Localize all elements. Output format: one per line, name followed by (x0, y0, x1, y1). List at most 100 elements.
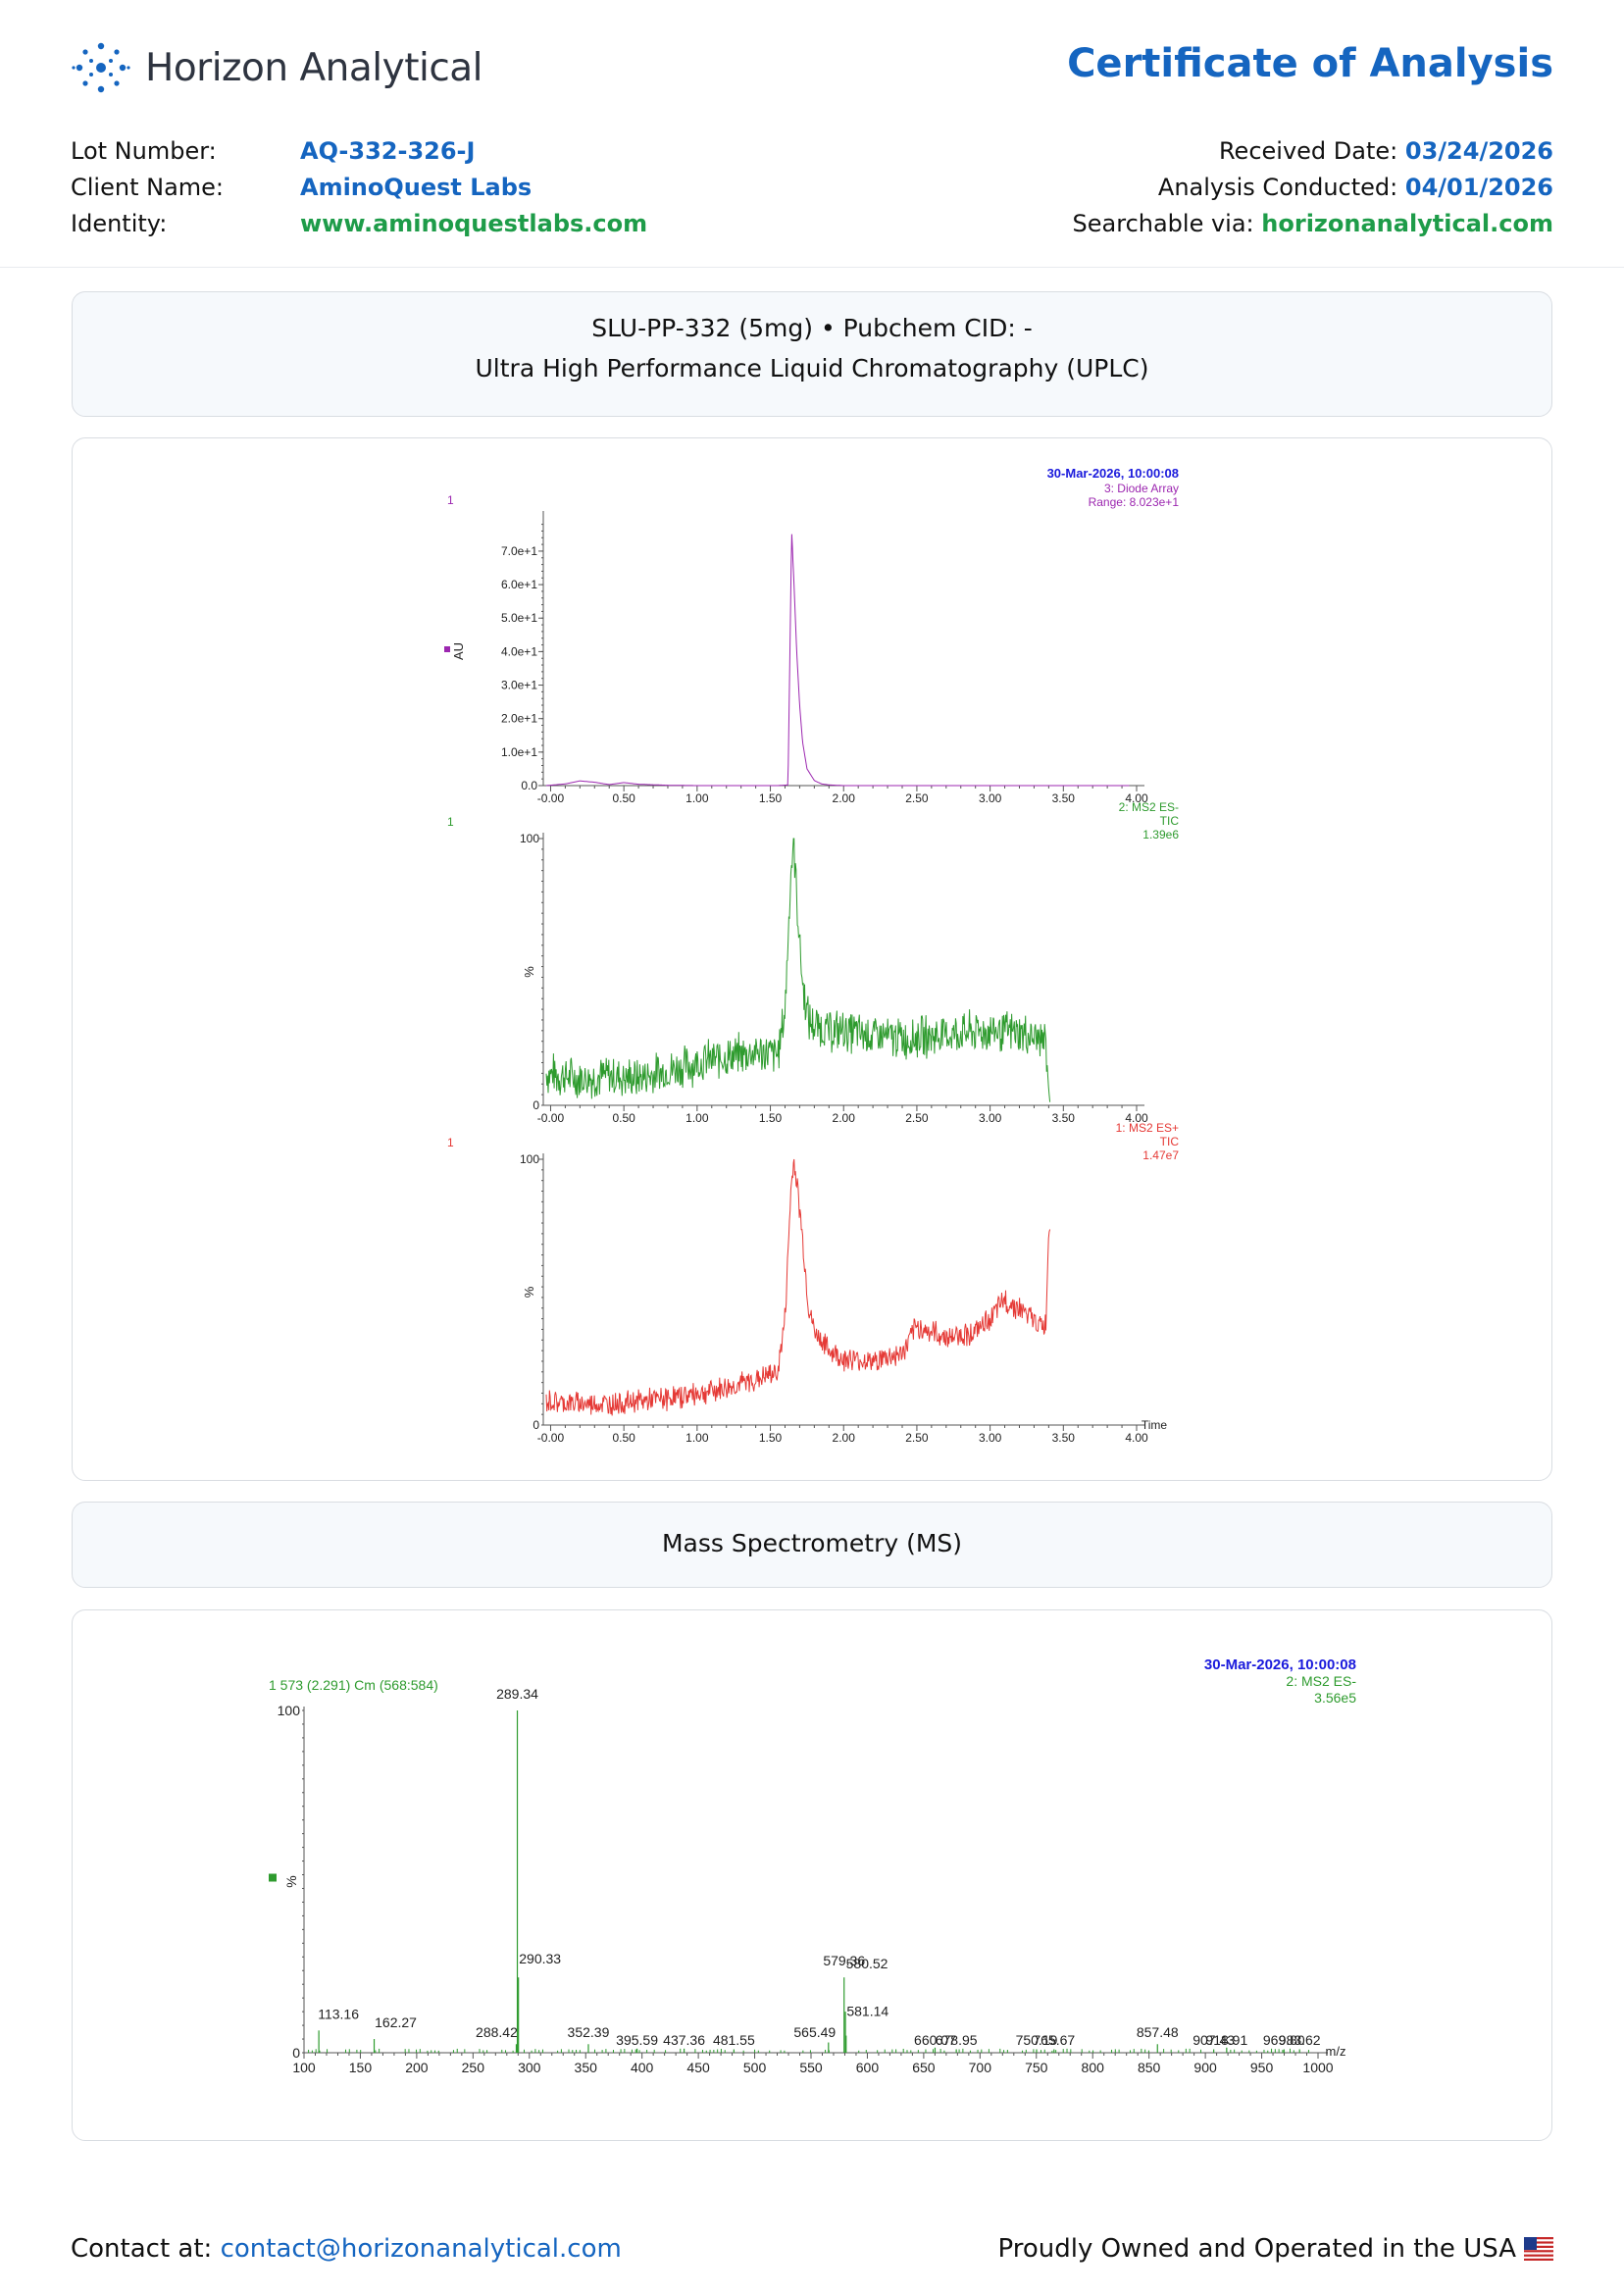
x-tick-label: 2.00 (833, 1431, 856, 1445)
y-tick-label: 100 (520, 1152, 539, 1166)
uplc-chart-panel: -0.00 0.50 1.00 1.50 2.00 2.50 3.00 3.50 4.00 0.0… (72, 437, 1552, 1481)
trace-intensity-label: 1.39e6 (1142, 828, 1179, 841)
y-tick-label: 2.0e+1 (501, 712, 537, 726)
contact-label: Contact at: (71, 2234, 213, 2264)
x-tick-label: 1.50 (759, 1431, 783, 1445)
search-label: Searchable via: (1072, 210, 1254, 237)
x-tick-label: 3.00 (979, 1431, 1002, 1445)
trace-function-label: 2: MS2 ES- (1286, 1673, 1356, 1689)
y-axis-label: % (522, 966, 536, 978)
y-tick-label: 0 (533, 1418, 539, 1432)
x-tick-label: 4.00 (1125, 1431, 1148, 1445)
peak-label: 395.59 (616, 2032, 658, 2048)
x-tick-label: 3.50 (1052, 1111, 1076, 1125)
mass-spectrum: 100 150 200 250 300 350 400 450 500 550 600 650 700 7… (269, 1657, 1356, 2075)
y-tick-label: 100 (278, 1703, 301, 1718)
x-tick-label: 2.00 (833, 1111, 856, 1125)
y-axis-label: % (283, 1875, 299, 1887)
chart-timestamp: 30-Mar-2026, 10:00:08 (1047, 466, 1179, 481)
x-tick-label: 3.50 (1052, 1431, 1076, 1445)
trace-intensity-label: 1.47e7 (1142, 1148, 1179, 1162)
peak-label: 580.52 (846, 1956, 888, 1971)
legend-marker (269, 1873, 277, 1882)
x-tick-label: 850 (1138, 2060, 1161, 2075)
client-name: AminoQuest Labs (300, 174, 533, 201)
range-label: Range: 8.023e+1 (1089, 495, 1180, 509)
client-value: AminoQuest Labs (300, 170, 532, 206)
identity-link[interactable]: www.aminoquestlabs.com (300, 210, 648, 237)
identity-link-wrap: www.aminoquestlabs.com (300, 206, 647, 242)
x-tick-label: 2.00 (833, 791, 856, 805)
identity-label: Identity: (71, 210, 168, 237)
lot-value: AQ-332-326-J (300, 133, 475, 170)
x-tick-label: 250 (462, 2060, 485, 2075)
x-tick-label: 500 (743, 2060, 767, 2075)
detector-label: 3: Diode Array (1104, 482, 1179, 495)
peak-label: 581.14 (846, 2004, 888, 2019)
channel-number: 1 (447, 815, 454, 829)
peak-label: 579.36 (823, 1953, 865, 1968)
legend-marker (444, 646, 450, 652)
lot-number: AQ-332-326-J (300, 137, 476, 165)
document-title: Certificate of Analysis (1067, 41, 1553, 86)
received-date: 03/24/2026 (1404, 137, 1553, 165)
chart-timestamp: 30-Mar-2026, 10:00:08 (1204, 1657, 1356, 1673)
peak-label: 352.39 (568, 2024, 610, 2040)
peak-label: 750.19 (1016, 2032, 1058, 2048)
x-tick-label: 3.00 (979, 1111, 1002, 1125)
contact-email-link[interactable]: contact@horizonanalytical.com (220, 2234, 622, 2264)
trace-type-label: TIC (1160, 1135, 1180, 1148)
x-tick-label: 800 (1082, 2060, 1105, 2075)
contact-line: Contact at: contact@horizonanalytical.co… (71, 2234, 622, 2264)
x-tick-label: 400 (631, 2060, 654, 2075)
x-tick-label: 300 (518, 2060, 541, 2075)
analysis-row: Analysis Conducted: 04/01/2026 (1158, 170, 1553, 206)
y-tick-label: 100 (520, 832, 539, 845)
peak-label: 983.62 (1279, 2032, 1321, 2048)
us-flag-icon (1524, 2237, 1553, 2261)
x-tick-label: -0.00 (537, 791, 565, 805)
peak-label: 289.34 (496, 1686, 538, 1702)
peak-label: 918.91 (1205, 2032, 1247, 2048)
x-tick-label: 150 (349, 2060, 373, 2075)
x-tick-label: 1.50 (759, 791, 783, 805)
peak-label: 437.36 (663, 2032, 705, 2048)
x-axis-label: Time (1142, 1418, 1168, 1432)
received-label: Received Date: (1218, 137, 1398, 165)
x-tick-label: 3.50 (1052, 791, 1076, 805)
x-tick-label: 450 (686, 2060, 710, 2075)
ms-title: Mass Spectrometry (MS) (661, 1529, 963, 1557)
received-row: Received Date: 03/24/2026 (1219, 133, 1553, 170)
x-tick-label: 200 (405, 2060, 429, 2075)
y-tick-label: 6.0e+1 (501, 578, 537, 591)
x-tick-label: 950 (1250, 2060, 1274, 2075)
x-tick-label: 4.00 (1125, 1111, 1148, 1125)
y-tick-label: 5.0e+1 (501, 611, 537, 625)
y-tick-label: 0 (292, 2045, 300, 2061)
peak-label: 290.33 (519, 1951, 561, 1966)
y-tick-label: 1.0e+1 (501, 745, 537, 759)
peak-label: 162.27 (375, 2014, 417, 2030)
channel-number: 1 (447, 1136, 454, 1149)
y-tick-label: 3.0e+1 (501, 679, 537, 692)
tagline-text: Proudly Owned and Operated in the USA (997, 2234, 1516, 2264)
peak-label: 765.67 (1033, 2032, 1075, 2048)
x-tick-label: 350 (575, 2060, 598, 2075)
client-label: Client Name: (71, 174, 224, 201)
ms-chart-panel: 100 150 200 250 300 350 400 450 500 550 600 650 700 7… (72, 1609, 1552, 2141)
molecule-logo-icon (72, 42, 130, 93)
x-tick-label: 2.50 (905, 791, 929, 805)
x-tick-label: 600 (856, 2060, 880, 2075)
search-link[interactable]: horizonanalytical.com (1261, 210, 1553, 237)
x-tick-label: -0.00 (537, 1431, 565, 1445)
header-divider (0, 267, 1624, 268)
x-tick-label: 1000 (1302, 2060, 1333, 2075)
peak-label: 907.43 (1193, 2032, 1235, 2048)
x-tick-label: 0.50 (612, 791, 635, 805)
x-tick-label: 900 (1193, 2060, 1217, 2075)
peak-label: 113.16 (318, 2006, 359, 2021)
peak-label: 857.48 (1137, 2024, 1179, 2040)
x-axis-label: m/z (1326, 2044, 1346, 2059)
uplc-title-panel: SLU-PP-332 (5mg) • Pubchem CID: - Ultra … (72, 291, 1552, 417)
brand-name: Horizon Analytical (145, 45, 483, 90)
